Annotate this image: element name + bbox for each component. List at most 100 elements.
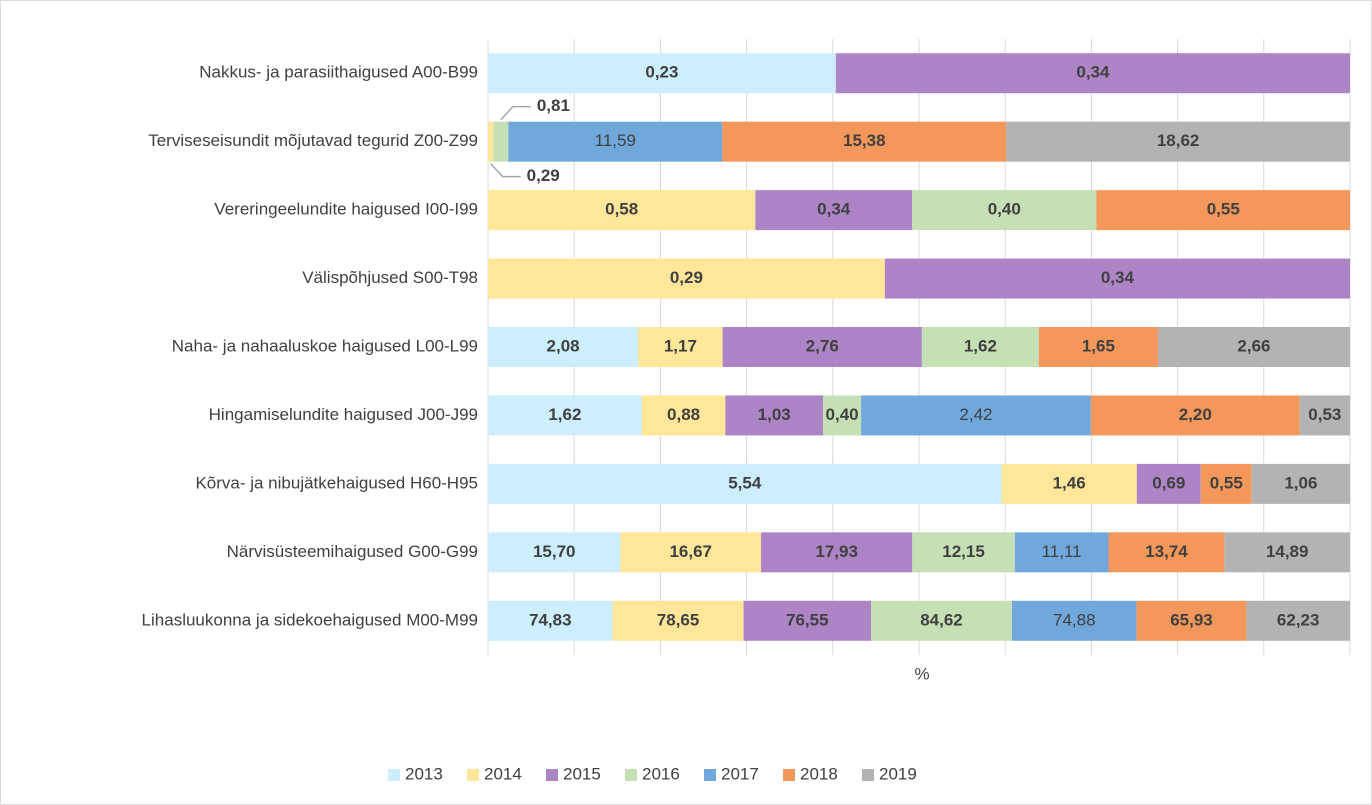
label-leader: [490, 163, 521, 178]
data-label: 0,81: [537, 96, 570, 115]
legend-swatch: [862, 769, 874, 781]
bar-segment: [861, 395, 1091, 436]
data-label: 2,76: [806, 336, 839, 355]
data-label: 1,65: [1082, 336, 1115, 355]
bar-segment: [1136, 463, 1201, 504]
data-label: 11,59: [595, 131, 636, 150]
bar-segment: [488, 258, 885, 299]
y-tick-label: Hingamiselundite haigused J00-J99: [209, 405, 478, 424]
data-label: 74,88: [1053, 610, 1096, 629]
data-label: 18,62: [1157, 131, 1200, 150]
y-tick-label: Terviseseisundit mõjutavad tegurid Z00-Z…: [148, 131, 478, 150]
data-label: 74,83: [529, 610, 572, 629]
legend-label: 2015: [563, 764, 601, 783]
data-label: 62,23: [1277, 610, 1320, 629]
legend-swatch: [467, 769, 479, 781]
data-label: 0,53: [1308, 405, 1341, 424]
bar-segment: [1157, 327, 1350, 367]
bar-segment: [638, 327, 723, 367]
y-tick-label: Välispõhjused S00-T98: [302, 268, 478, 287]
bar-segment: [1136, 600, 1247, 641]
bar-segment: [823, 395, 862, 436]
data-label: 0,55: [1207, 200, 1240, 219]
data-label: 14,89: [1266, 542, 1309, 561]
bar-segment: [835, 53, 1350, 94]
bar-segment: [1006, 121, 1350, 162]
bar-segment: [1096, 190, 1350, 231]
data-label: 17,93: [815, 542, 858, 561]
data-label: 1,62: [548, 405, 581, 424]
data-label: 1,03: [758, 405, 791, 424]
data-label: 0,40: [988, 200, 1021, 219]
bar-segment: [884, 258, 1350, 299]
data-label: 11,11: [1042, 542, 1082, 561]
legend-swatch: [388, 769, 400, 781]
legend-swatch: [783, 769, 795, 781]
bar-segment: [743, 600, 872, 641]
bar-segment: [1001, 463, 1137, 504]
data-label: 12,15: [942, 542, 985, 561]
legend-label: 2019: [879, 764, 917, 783]
bar-segment: [493, 121, 509, 162]
data-label: 1,62: [964, 336, 997, 355]
bar-segment: [488, 463, 1002, 504]
bar-segment: [1299, 395, 1350, 436]
data-label: 2,42: [959, 405, 992, 424]
y-tick-label: Naha- ja nahaaluskoe haigused L00-L99: [172, 336, 478, 355]
data-label: 13,74: [1145, 542, 1188, 561]
bar-segment: [761, 532, 913, 573]
y-tick-label: Kõrva- ja nibujätkehaigused H60-H95: [195, 473, 478, 492]
legend-swatch: [546, 769, 558, 781]
data-label: 0,34: [1101, 268, 1135, 287]
data-label: 0,69: [1152, 473, 1185, 492]
legend-label: 2014: [484, 764, 522, 783]
data-label: 0,23: [645, 63, 678, 82]
bar-segment: [488, 121, 494, 162]
bar-segment: [912, 190, 1097, 231]
bar-segment: [722, 121, 1007, 162]
legend-swatch: [704, 769, 716, 781]
data-label: 0,34: [1076, 63, 1110, 82]
bar-segment: [641, 395, 726, 436]
data-label: 0,88: [667, 405, 700, 424]
bar-segment: [488, 327, 639, 367]
data-label: 16,67: [669, 542, 712, 561]
data-label: 0,40: [826, 405, 859, 424]
bar-segment: [1011, 600, 1137, 641]
bar-segment: [1090, 395, 1300, 436]
data-label: 1,46: [1053, 473, 1086, 492]
data-label: 1,17: [664, 336, 697, 355]
data-label: 15,70: [533, 542, 576, 561]
bar-segment: [725, 395, 824, 436]
legend-label: 2017: [721, 764, 759, 783]
bar-segment: [1246, 600, 1350, 641]
bar-segment: [1200, 463, 1252, 504]
bar-segment: [488, 53, 836, 94]
y-tick-label: Lihasluukonna ja sidekoehaigused M00-M99: [142, 610, 478, 629]
data-label: 0,58: [605, 200, 638, 219]
bar-segment: [1251, 463, 1350, 504]
y-tick-label: Nakkus- ja parasiithaigused A00-B99: [199, 63, 478, 82]
bar-segment: [620, 532, 762, 573]
bar-segment: [508, 121, 723, 162]
data-label: 0,29: [670, 268, 703, 287]
bar-segment: [921, 327, 1039, 367]
bar-segment: [488, 600, 613, 641]
bar-segment: [871, 600, 1012, 641]
data-label: 76,55: [786, 610, 829, 629]
bar-segment: [612, 600, 744, 641]
bar-segment: [1014, 532, 1109, 573]
data-label: 1,06: [1284, 473, 1317, 492]
bar-segment: [1038, 327, 1158, 367]
bar-segment: [912, 532, 1015, 573]
bar-segment: [488, 532, 621, 573]
data-label: 84,62: [920, 610, 963, 629]
data-label: 0,55: [1210, 473, 1243, 492]
bar-segment: [1224, 532, 1350, 573]
label-leader: [500, 105, 531, 121]
data-label: 78,65: [657, 610, 700, 629]
data-label: 65,93: [1170, 610, 1213, 629]
legend-label: 2013: [405, 764, 443, 783]
bar-segment: [488, 190, 756, 231]
